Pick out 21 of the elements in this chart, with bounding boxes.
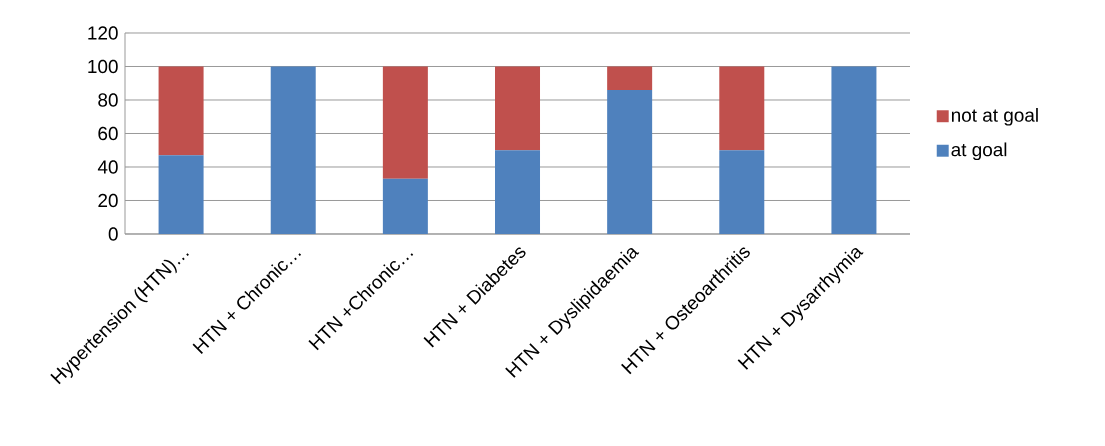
- bar: [719, 150, 765, 234]
- y-tick-label: 80: [98, 93, 118, 107]
- y-tick-label: 0: [108, 227, 118, 241]
- bar: [495, 150, 541, 234]
- y-tick-label: 40: [97, 160, 118, 174]
- y-tick-label: 20: [98, 193, 118, 208]
- y-tick-label: 60: [98, 126, 118, 141]
- bar: [158, 155, 204, 234]
- bar: [607, 66, 653, 90]
- bar: [158, 66, 204, 156]
- y-tick-label: 120: [88, 26, 118, 40]
- legend-label: at goal: [951, 142, 1007, 161]
- bar: [382, 66, 428, 179]
- bar: [719, 66, 765, 151]
- bar: [382, 178, 428, 234]
- legend-label: not at goal: [951, 107, 1038, 126]
- bar: [831, 66, 877, 234]
- bar: [495, 66, 541, 151]
- y-tick-label: 100: [88, 59, 118, 74]
- bar: [270, 66, 316, 234]
- bar: [607, 89, 653, 234]
